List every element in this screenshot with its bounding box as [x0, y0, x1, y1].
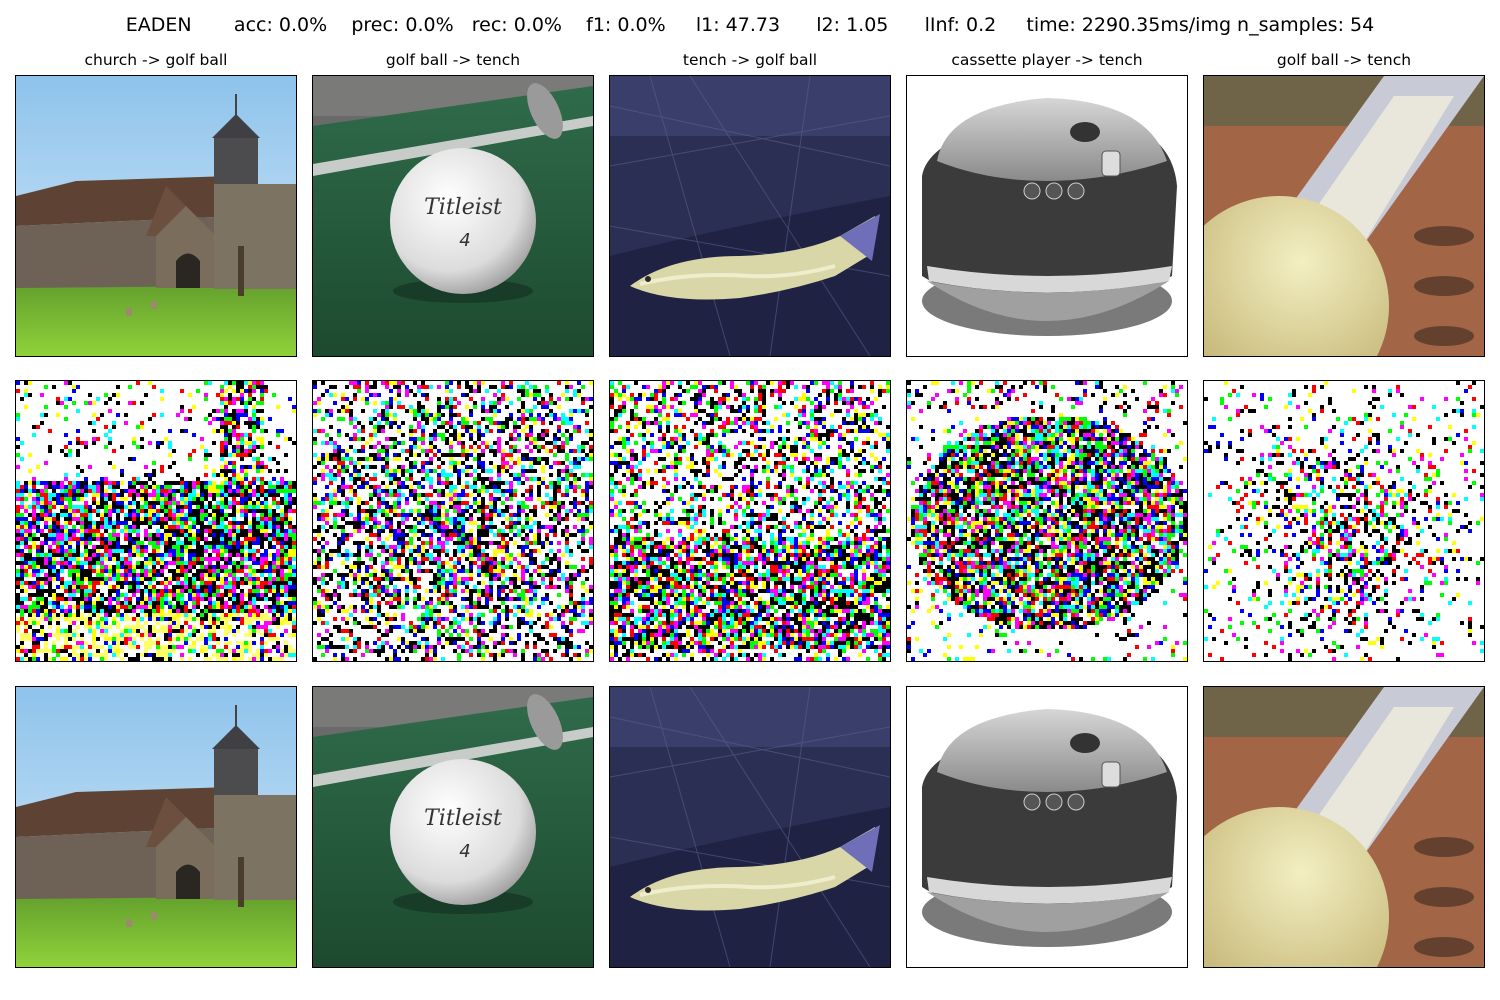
tench-adversarial-image — [609, 686, 891, 968]
perturbation-noise — [610, 381, 890, 661]
figure-title: EADEN acc: 0.0% prec: 0.0% rec: 0.0% f1:… — [125, 14, 1375, 36]
column-title-5: golf ball -> tench — [1276, 51, 1412, 69]
golf-ball-perturbation-image — [312, 380, 594, 662]
perturbation-noise — [313, 381, 593, 661]
column-title-3: tench -> golf ball — [682, 51, 818, 69]
church-adversarial-image — [15, 686, 297, 968]
golf-ball-tube-perturbation-image — [1203, 380, 1485, 662]
cassette-player-perturbation-image — [906, 380, 1188, 662]
golf-ball-tube-adversarial-image — [1203, 686, 1485, 968]
tench-perturbation-image — [609, 380, 891, 662]
column-title-2: golf ball -> tench — [385, 51, 521, 69]
golf-ball-adversarial-image: Titleist 4 — [312, 686, 594, 968]
church-original-image — [15, 75, 297, 357]
cassette-player-original-image — [906, 75, 1188, 357]
golf-ball-original-image: Titleist 4 — [312, 75, 594, 357]
golf-ball-brand-text: Titleist — [424, 806, 502, 831]
perturbation-noise — [907, 381, 1187, 661]
golf-ball-number-text: 4 — [459, 841, 470, 862]
golf-ball-tube-original-image — [1203, 75, 1485, 357]
tench-original-image — [609, 75, 891, 357]
golf-ball-number-text: 4 — [459, 230, 470, 251]
golf-ball-brand-text: Titleist — [424, 195, 502, 220]
column-title-4: cassette player -> tench — [951, 51, 1143, 69]
column-title-1: church -> golf ball — [84, 51, 228, 69]
church-perturbation-image — [15, 380, 297, 662]
cassette-player-adversarial-image — [906, 686, 1188, 968]
perturbation-noise — [1204, 381, 1484, 661]
perturbation-noise — [16, 381, 296, 661]
